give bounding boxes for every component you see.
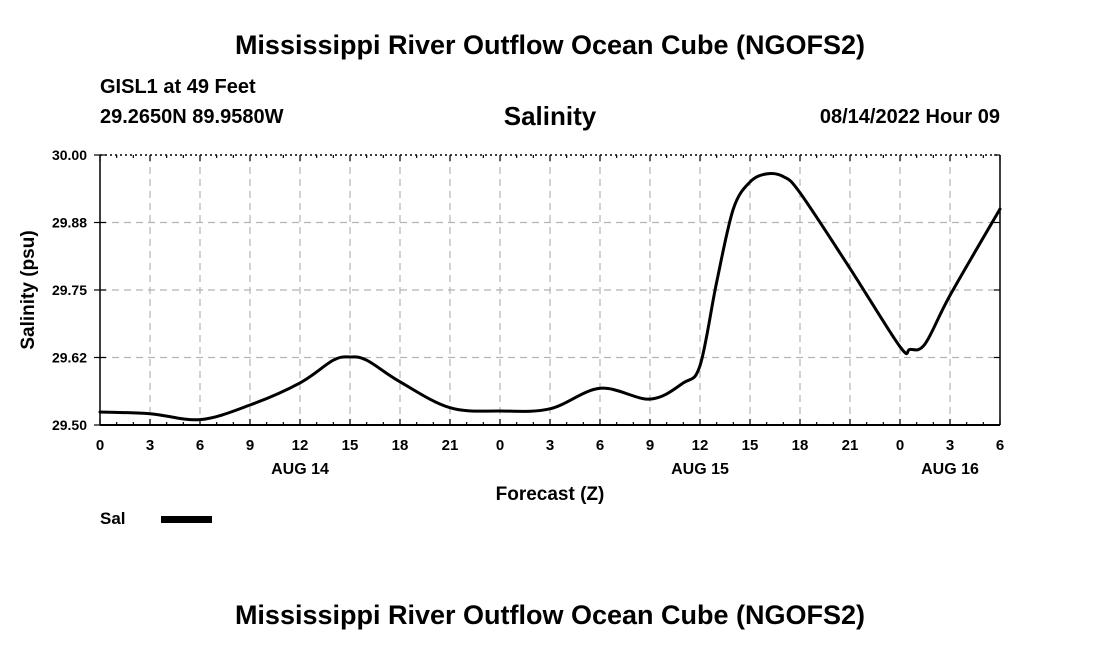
x-tick-label: 12 — [292, 437, 309, 454]
series-line-sal — [98, 171, 1002, 422]
legend-label: Sal — [100, 509, 126, 528]
x-tick-label: 21 — [442, 437, 459, 454]
x-tick-label: 0 — [896, 437, 904, 454]
x-tick-label: 3 — [546, 437, 554, 454]
bottom-title: Mississippi River Outflow Ocean Cube (NG… — [234, 600, 866, 630]
station-coordinates: 29.2650N 89.9580W — [100, 106, 284, 128]
series-layer — [98, 171, 1002, 422]
y-tick-label: 29.88 — [52, 215, 87, 231]
date-label: AUG 16 — [921, 461, 979, 478]
x-tick-label: 21 — [842, 437, 859, 454]
x-tick-label: 0 — [96, 437, 104, 454]
grid — [100, 155, 1000, 425]
x-tick-label: 12 — [692, 437, 709, 454]
x-tick-label: 3 — [946, 437, 954, 454]
main-title: Mississippi River Outflow Ocean Cube (NG… — [234, 30, 866, 60]
station-name: GISL1 at 49 Feet — [100, 76, 256, 98]
forecast-timestamp: 08/14/2022 Hour 09 — [819, 106, 1000, 128]
y-axis-title: Salinity (psu) — [18, 230, 39, 349]
x-tick-label: 9 — [246, 437, 254, 454]
x-tick-label: 18 — [392, 437, 409, 454]
y-tick-label: 29.62 — [52, 350, 87, 366]
x-tick-label: 6 — [596, 437, 604, 454]
y-tick-label: 29.50 — [52, 417, 87, 433]
x-tick-label: 6 — [996, 437, 1004, 454]
x-axis-title: Forecast (Z) — [496, 484, 605, 505]
legend-swatch — [161, 516, 212, 523]
x-tick-label: 15 — [342, 437, 359, 454]
axes — [94, 154, 1001, 426]
date-label: AUG 15 — [671, 461, 729, 478]
axis-labels: Forecast (Z) Salinity (psu) 0 3 6 9 12 15 18 21… — [18, 147, 1004, 505]
y-tick-label: 30.00 — [52, 147, 87, 163]
x-tick-label: 6 — [196, 437, 204, 454]
x-tick-label: 18 — [792, 437, 809, 454]
x-tick-label: 0 — [496, 437, 504, 454]
date-label: AUG 14 — [271, 461, 329, 478]
x-tick-label: 3 — [146, 437, 154, 454]
chart-title: Salinity — [503, 101, 597, 131]
x-tick-label: 9 — [646, 437, 654, 454]
y-tick-label: 29.75 — [52, 282, 87, 298]
x-tick-label: 15 — [742, 437, 759, 454]
